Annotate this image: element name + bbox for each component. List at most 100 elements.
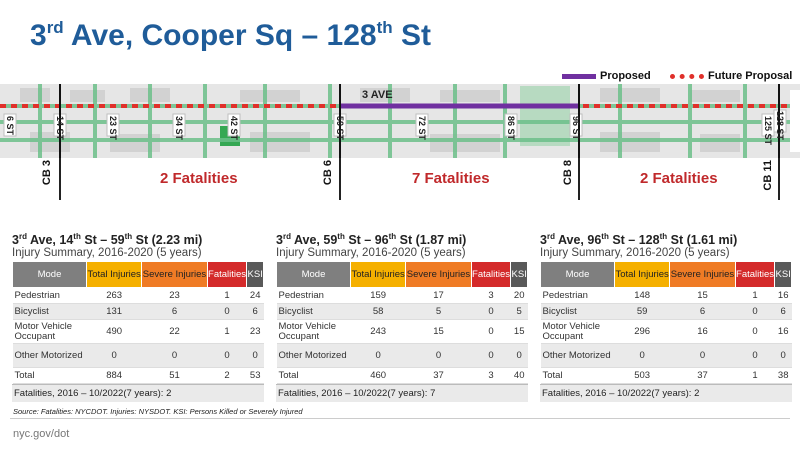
cell: 24 [246, 287, 264, 305]
cell: 0 [405, 343, 472, 369]
street-label: 96 ST [571, 116, 581, 141]
cell: 37 [669, 367, 736, 385]
table-row: Pedestrian 148 15 1 16 [540, 287, 792, 305]
header-ksi: KSI [774, 261, 792, 289]
mode-cell: Pedestrian [12, 287, 87, 305]
cell: 37 [405, 367, 472, 385]
cell: 884 [86, 367, 142, 385]
cell: 1 [735, 367, 775, 385]
cell: 16 [774, 287, 792, 305]
cb3-line [59, 158, 61, 200]
cell: 6 [246, 303, 264, 321]
cell: 0 [86, 343, 142, 369]
table-row-total: Total 884 51 2 53 [12, 367, 264, 385]
source-note: Source: Fatalities: NYCDOT. Injuries: NY… [13, 407, 303, 416]
segment1-fatalities: 2 Fatalities [160, 170, 238, 187]
panel-footer: Fatalities, 2016 – 10/2022(7 years): 2 [12, 384, 264, 403]
park-area [520, 86, 570, 146]
cell: 40 [510, 367, 528, 385]
street-label: 72 ST [417, 116, 427, 141]
footer-url: nyc.gov/dot [13, 428, 70, 440]
table-row: Motor Vehicle Occupant 490 22 1 23 [12, 319, 264, 345]
mode-cell: Other Motorized [12, 343, 87, 369]
legend-future-label: Future Proposal [708, 70, 793, 82]
injury-table: Mode Total Injuries Severe Injuries Fata… [276, 261, 528, 385]
cell: 1 [207, 319, 247, 345]
injury-table: Mode Total Injuries Severe Injuries Fata… [12, 261, 264, 385]
cell: 0 [614, 343, 670, 369]
proposed-swatch [562, 73, 596, 79]
mode-cell: Total [276, 367, 351, 385]
map-svg [0, 84, 800, 158]
injury-table: Mode Total Injuries Severe Injuries Fata… [540, 261, 792, 385]
panel-title: 3rd Ave, 14th St – 59th St (2.23 mi) [12, 232, 203, 248]
cell: 460 [350, 367, 406, 385]
street-label: 42 ST [229, 116, 239, 141]
segment3-panel: 3rd Ave, 96th St – 128th St (1.61 mi) In… [540, 232, 792, 403]
cell: 15 [405, 319, 472, 345]
street-label: 14 ST [55, 116, 65, 141]
cell: 5 [510, 303, 528, 321]
table-row: Bicyclist 59 6 0 6 [540, 303, 792, 321]
cell: 296 [614, 319, 670, 345]
cell: 23 [141, 287, 208, 305]
table-header: Mode Total Injuries Severe Injuries Fata… [276, 261, 528, 289]
header-mode: Mode [12, 261, 87, 289]
street-label: 23 ST [108, 116, 118, 141]
panel-title: 3rd Ave, 59th St – 96th St (1.87 mi) [276, 232, 467, 248]
river [790, 90, 800, 152]
cell: 0 [735, 319, 775, 345]
cell: 148 [614, 287, 670, 305]
segment3-fatalities: 2 Fatalities [640, 170, 718, 187]
panel-title: 3rd Ave, 96th St – 128th St (1.61 mi) [540, 232, 738, 248]
header-total: Total Injuries [85, 261, 143, 289]
mode-cell: Other Motorized [540, 343, 615, 369]
segment2-fatalities: 7 Fatalities [412, 170, 490, 187]
cell: 0 [735, 303, 775, 321]
cell: 23 [246, 319, 264, 345]
cell: 51 [141, 367, 208, 385]
mode-cell: Bicyclist [276, 303, 351, 321]
cell: 6 [774, 303, 792, 321]
avenue-label: 3 AVE [362, 89, 393, 101]
table-row: Other Motorized 0 0 0 0 [12, 343, 264, 369]
cb3-label: CB 3 [41, 160, 53, 186]
cell: 1 [207, 287, 247, 305]
divider [10, 418, 790, 419]
header-mode: Mode [276, 261, 351, 289]
header-fatal: Fatalities [734, 261, 776, 289]
cell: 1 [735, 287, 775, 305]
cell: 15 [510, 319, 528, 345]
mode-cell: Total [540, 367, 615, 385]
panel-subtitle: Injury Summary, 2016-2020 (5 years) [12, 247, 202, 260]
table-row: Bicyclist 131 6 0 6 [12, 303, 264, 321]
cell: 0 [774, 343, 792, 369]
header-total: Total Injuries [349, 261, 407, 289]
street-label: 128 ST [775, 111, 785, 141]
cb11-label: CB 11 [762, 160, 774, 191]
table-row-total: Total 503 37 1 38 [540, 367, 792, 385]
table-row: Other Motorized 0 0 0 0 [540, 343, 792, 369]
cell: 0 [510, 343, 528, 369]
street-label: 6 ST [5, 116, 15, 136]
legend-future: Future Proposal [670, 70, 792, 82]
cell: 243 [350, 319, 406, 345]
cell: 3 [471, 367, 511, 385]
legend-proposed-label: Proposed [600, 70, 651, 82]
cell: 6 [141, 303, 208, 321]
panel-subtitle: Injury Summary, 2016-2020 (5 years) [276, 247, 466, 260]
future-swatch [670, 73, 704, 79]
cell: 22 [141, 319, 208, 345]
header-fatal: Fatalities [206, 261, 248, 289]
cell: 5 [405, 303, 472, 321]
cell: 0 [246, 343, 264, 369]
table-row: Pedestrian 263 23 1 24 [12, 287, 264, 305]
cell: 17 [405, 287, 472, 305]
legend-proposed: Proposed [562, 70, 651, 82]
cell: 38 [774, 367, 792, 385]
table-row: Pedestrian 159 17 3 20 [276, 287, 528, 305]
cb6-label: CB 6 [322, 160, 334, 186]
street-label: 59 ST [335, 116, 345, 141]
cell: 0 [141, 343, 208, 369]
header-severe: Severe Injuries [405, 261, 472, 289]
